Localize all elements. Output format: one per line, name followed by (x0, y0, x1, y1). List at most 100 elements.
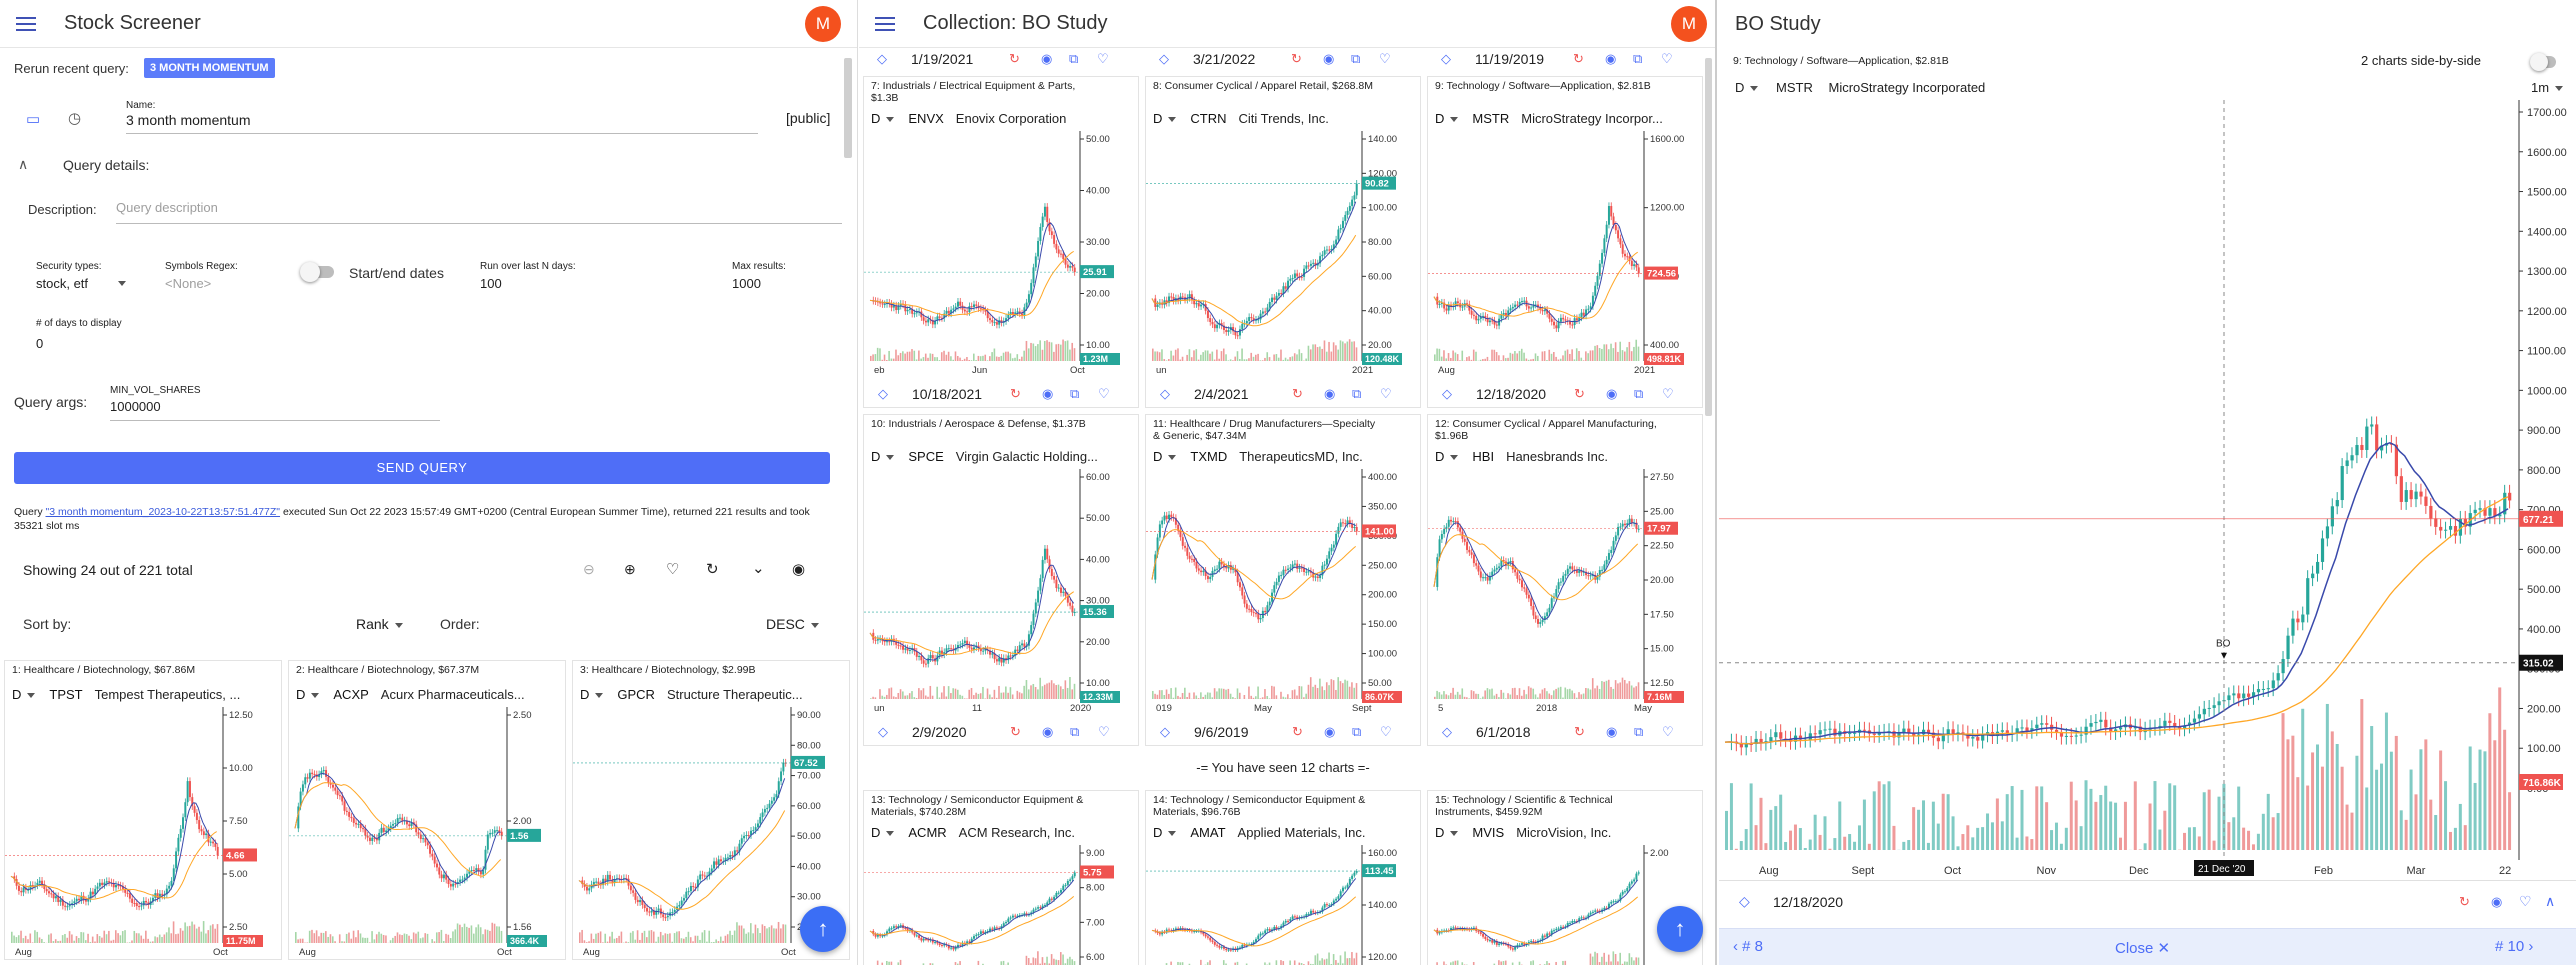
open-external-icon[interactable]: ⧉ (1069, 51, 1079, 66)
interval-select[interactable]: 1m (2531, 80, 2564, 95)
period-select[interactable]: D (1735, 80, 1745, 95)
target-icon[interactable]: ◉ (1323, 51, 1335, 66)
mini-chart[interactable]: 400.00350.00300.00250.00200.00150.00100.… (1146, 469, 1421, 715)
avatar[interactable]: M (1671, 6, 1707, 42)
target-icon[interactable]: ◉ (1605, 51, 1617, 66)
history-icon[interactable]: ◷ (68, 110, 82, 127)
chevron-down-icon[interactable] (27, 693, 36, 699)
menu-icon[interactable] (875, 13, 895, 35)
target-icon[interactable]: ◉ (1041, 51, 1053, 66)
open-external-icon[interactable]: ⧉ (1633, 51, 1643, 66)
refresh-icon[interactable]: ↻ (706, 561, 719, 578)
period-select[interactable]: D (296, 687, 306, 702)
days-field[interactable]: 0 (36, 336, 44, 351)
heart-icon[interactable]: ♡ (1380, 724, 1392, 739)
rerun-chip[interactable]: 3 MONTH MOMENTUM (144, 58, 275, 78)
chevron-down-icon[interactable] (1168, 831, 1177, 837)
chevron-up-icon[interactable]: ∧ (18, 156, 29, 172)
chevron-down-icon[interactable] (1750, 86, 1759, 92)
order-select[interactable]: DESC (766, 616, 819, 632)
refresh-icon[interactable]: ↻ (2459, 894, 2470, 909)
chevron-down-icon[interactable] (886, 455, 895, 461)
period-select[interactable]: D (1435, 449, 1445, 464)
run-over-field[interactable]: 100 (480, 276, 502, 291)
main-chart[interactable]: 1700.001600.001500.001400.001300.001200.… (1719, 100, 2576, 880)
heart-icon[interactable]: ♡ (1380, 386, 1392, 401)
period-select[interactable]: D (871, 111, 881, 126)
period-select[interactable]: D (871, 825, 881, 840)
chart-card[interactable]: 3: Healthcare / Biotechnology, $2.99B D GP… (572, 660, 850, 960)
avatar[interactable]: M (805, 6, 841, 42)
close-button[interactable]: Close ✕ (2115, 939, 2170, 957)
period-select[interactable]: D (1435, 825, 1445, 840)
heart-icon[interactable]: ♡ (1662, 724, 1674, 739)
refresh-icon[interactable]: ↻ (1009, 51, 1020, 66)
query-arg-field[interactable]: 1000000 (110, 399, 440, 421)
target-icon[interactable]: ◉ (1042, 724, 1054, 739)
open-external-icon[interactable]: ⧉ (1352, 386, 1362, 401)
symbols-regex-field[interactable]: <None> (165, 276, 212, 291)
mini-chart[interactable]: 90.0080.0070.0060.0050.0040.0030.0020.00… (573, 707, 850, 959)
sort-by-select[interactable]: Rank (356, 616, 403, 632)
description-field[interactable]: Query description (116, 200, 842, 224)
scrollbar[interactable] (1705, 58, 1712, 416)
refresh-icon[interactable]: ↻ (1292, 724, 1303, 739)
chevron-down-icon[interactable] (1168, 117, 1177, 123)
chevron-down-icon[interactable] (1450, 117, 1459, 123)
diamond-icon[interactable]: ◇ (1442, 386, 1452, 401)
scroll-top-button[interactable]: ↑ (1657, 906, 1703, 952)
radio-target-icon[interactable]: ◉ (792, 561, 806, 578)
chevron-down-icon[interactable] (311, 693, 320, 699)
refresh-icon[interactable]: ↻ (1292, 386, 1303, 401)
open-external-icon[interactable]: ⧉ (1634, 386, 1644, 401)
chart-card[interactable]: 10: Industrials / Aerospace & Defense, $… (863, 414, 1139, 746)
side-by-side-toggle[interactable] (2530, 53, 2556, 71)
chart-card[interactable]: 9: Technology / Software—Application, $2… (1427, 76, 1703, 408)
security-types-select[interactable]: stock, etf (36, 276, 89, 291)
period-select[interactable]: D (1153, 825, 1163, 840)
chart-card[interactable]: 12: Consumer Cyclical / Apparel Manufact… (1427, 414, 1703, 746)
period-select[interactable]: D (12, 687, 22, 702)
minus-circle-icon[interactable]: ⊖ (583, 561, 595, 577)
chart-card[interactable]: 1: Healthcare / Biotechnology, $67.86M D T… (4, 660, 282, 960)
refresh-icon[interactable]: ↻ (1573, 51, 1584, 66)
folder-icon[interactable]: ▭ (26, 111, 41, 128)
chevron-down-icon[interactable] (1450, 455, 1459, 461)
open-external-icon[interactable]: ⧉ (1070, 724, 1080, 739)
heart-icon[interactable]: ♡ (1662, 386, 1674, 401)
query-link[interactable]: "3 month momentum_2023-10-22T13:57:51.47… (45, 506, 281, 518)
diamond-icon[interactable]: ◇ (1739, 893, 1750, 909)
chevron-down-icon[interactable] (1168, 455, 1177, 461)
chart-card[interactable]: 15: Technology / Scientific & Technical … (1427, 790, 1703, 965)
refresh-icon[interactable]: ↻ (1574, 386, 1585, 401)
chart-card[interactable]: 8: Consumer Cyclical / Apparel Retail, $… (1145, 76, 1421, 408)
start-end-toggle[interactable] (300, 262, 334, 282)
period-select[interactable]: D (871, 449, 881, 464)
period-select[interactable]: D (1153, 111, 1163, 126)
scrollbar[interactable] (844, 58, 852, 158)
open-external-icon[interactable]: ⧉ (1070, 386, 1080, 401)
chart-card[interactable]: 14: Technology / Semiconductor Equipment… (1145, 790, 1421, 965)
chevron-down-icon[interactable] (886, 117, 895, 123)
chevron-down-icon[interactable] (595, 693, 604, 699)
open-external-icon[interactable]: ⧉ (1351, 51, 1361, 66)
diamond-icon[interactable]: ◇ (1160, 724, 1170, 739)
mini-chart[interactable]: 140.00120.00100.0080.0060.0040.0020.00un… (1146, 131, 1421, 377)
target-icon[interactable]: ◉ (1042, 386, 1054, 401)
heart-icon[interactable]: ♡ (666, 561, 680, 578)
target-icon[interactable]: ◉ (2491, 894, 2503, 909)
mini-chart[interactable]: 9.008.007.006.005.75 (864, 845, 1139, 965)
refresh-icon[interactable]: ↻ (1291, 51, 1302, 66)
heart-icon[interactable]: ♡ (1098, 724, 1110, 739)
name-field[interactable]: 3 month momentum (126, 112, 758, 134)
chart-card[interactable]: 2: Healthcare / Biotechnology, $67.37M D A… (288, 660, 566, 960)
mini-chart[interactable]: 1600.001200.00800.00400.00Aug2021724.564… (1428, 131, 1703, 377)
diamond-icon[interactable]: ◇ (1159, 51, 1169, 66)
prev-button[interactable]: ‹ # 8 (1733, 938, 1763, 955)
period-select[interactable]: D (1435, 111, 1445, 126)
plus-circle-icon[interactable]: ⊕ (624, 561, 636, 577)
